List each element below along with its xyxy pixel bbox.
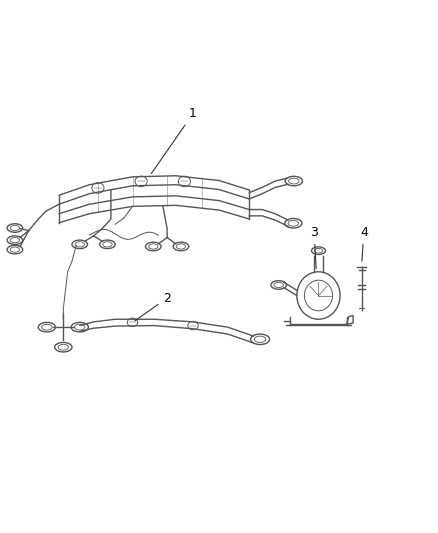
Text: 4: 4 <box>360 225 368 261</box>
Text: 1: 1 <box>152 107 197 174</box>
Text: 2: 2 <box>135 292 171 321</box>
Text: 3: 3 <box>310 225 318 269</box>
